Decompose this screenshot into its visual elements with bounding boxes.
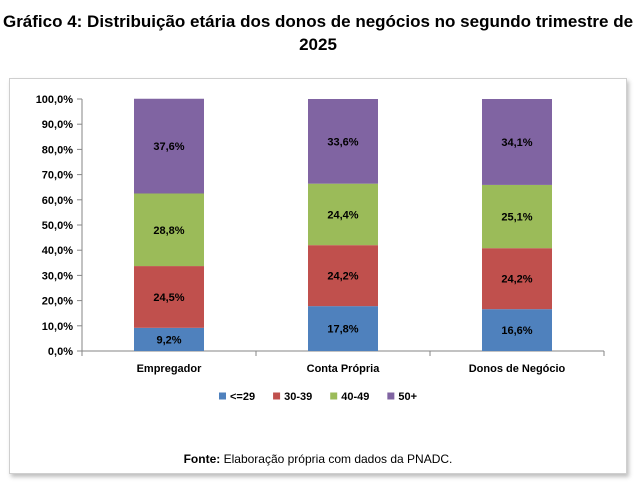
bar-segment-3039 [134, 266, 204, 328]
bar-segment-29 [134, 327, 204, 351]
bar-segment-50 [308, 99, 378, 184]
y-tick-label: 0,0% [48, 346, 73, 358]
legend-label: 30-39 [284, 391, 312, 403]
bar-segment-4049 [134, 193, 204, 267]
bar-segment-4049 [482, 184, 552, 249]
bar-segment-3039 [482, 248, 552, 310]
y-tick-label: 50,0% [42, 220, 73, 232]
bar-segment-29 [308, 306, 378, 351]
data-label: 25,1% [501, 212, 532, 224]
data-label: 34,1% [501, 137, 532, 149]
bar-segment-50 [482, 99, 552, 185]
data-label: 24,2% [327, 271, 358, 283]
data-label: 33,6% [327, 136, 358, 148]
data-label: 17,8% [327, 324, 358, 336]
source-note: Fonte: Elaboração própria com dados da P… [0, 452, 636, 466]
y-tick-label: 90,0% [42, 119, 73, 131]
data-label: 28,8% [153, 225, 184, 237]
legend-label: 50+ [398, 391, 417, 403]
data-label: 16,6% [501, 325, 532, 337]
x-category-label: Empregador [137, 363, 203, 375]
y-tick-label: 10,0% [42, 321, 73, 333]
y-tick-label: 30,0% [42, 270, 73, 282]
y-tick-label: 40,0% [42, 245, 73, 257]
legend-swatch [330, 392, 338, 400]
data-label: 24,2% [501, 274, 532, 286]
y-tick-label: 60,0% [42, 195, 73, 207]
x-category-label: Donos de Negócio [469, 363, 566, 375]
legend-label: <=29 [230, 391, 255, 403]
chart-title-line-2: 2025 [299, 35, 337, 54]
chart-title: Gráfico 4: Distribuição etária dos donos… [0, 10, 636, 56]
chart-title-line-1: Gráfico 4: Distribuição etária dos donos… [2, 12, 634, 31]
data-label: 9,2% [156, 334, 181, 346]
data-label: 37,6% [153, 141, 184, 153]
legend-swatch [387, 392, 395, 400]
legend-swatch [218, 392, 226, 400]
bar-segment-50 [134, 98, 204, 194]
bar-segment-4049 [308, 183, 378, 246]
legend-label: 40-49 [341, 391, 369, 403]
bar-segment-29 [482, 309, 552, 351]
source-label: Fonte: [183, 452, 221, 466]
y-tick-label: 100,0% [36, 94, 74, 106]
y-tick-label: 20,0% [42, 296, 73, 308]
y-tick-label: 70,0% [42, 170, 73, 182]
data-label: 24,5% [153, 292, 184, 304]
source-text: Elaboração própria com dados da PNADC. [223, 452, 453, 466]
legend-swatch [273, 392, 281, 400]
y-tick-label: 80,0% [42, 144, 73, 156]
data-label: 24,4% [327, 209, 358, 221]
x-category-label: Conta Própria [307, 363, 381, 375]
bar-segment-3039 [308, 245, 378, 307]
